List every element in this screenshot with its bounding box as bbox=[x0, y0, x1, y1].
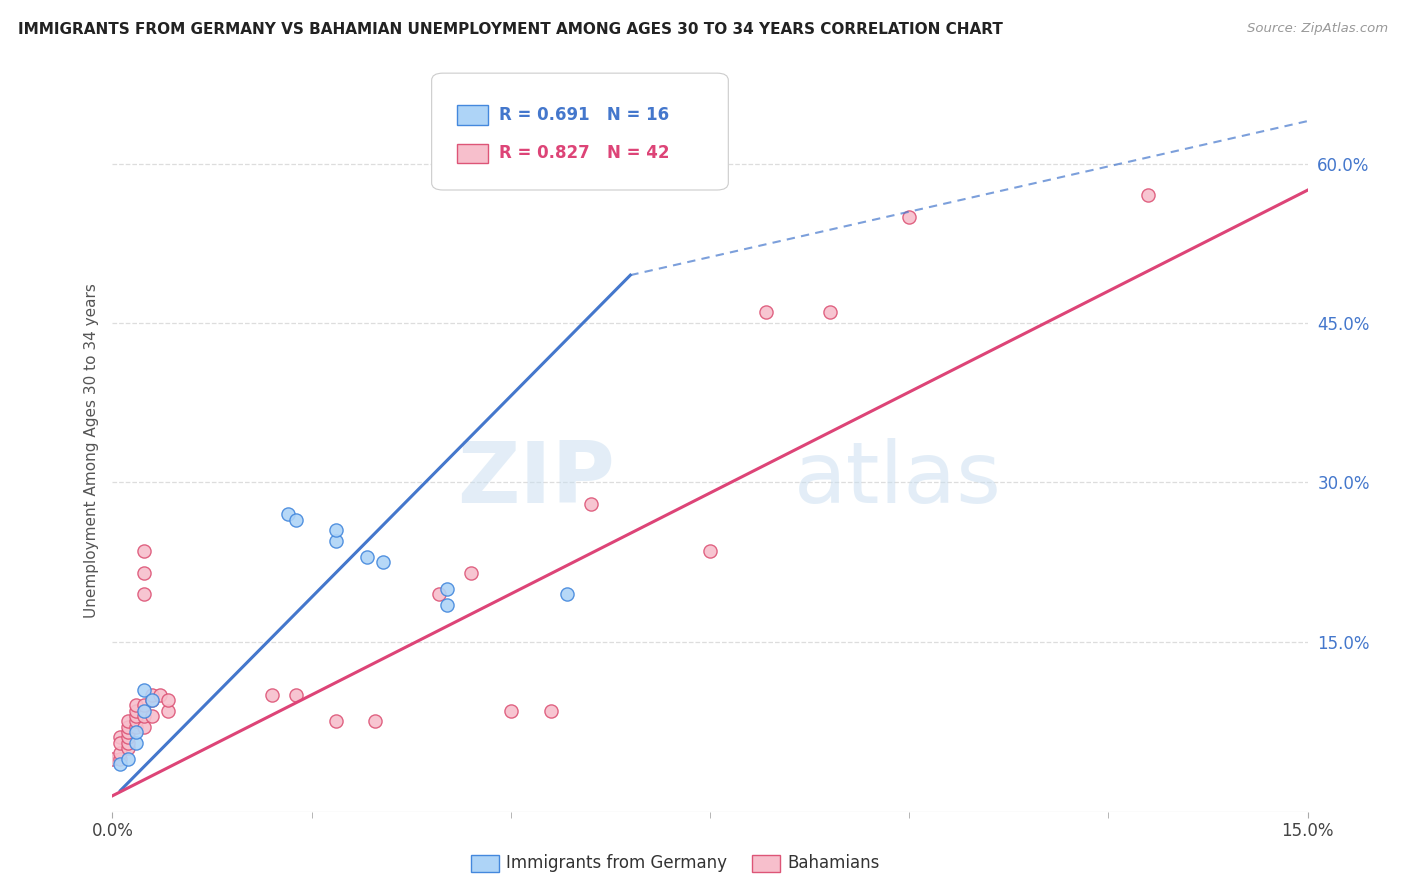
Point bbox=[149, 688, 172, 702]
Point bbox=[818, 305, 841, 319]
Point bbox=[436, 598, 458, 612]
Text: Source: ZipAtlas.com: Source: ZipAtlas.com bbox=[1247, 22, 1388, 36]
Y-axis label: Unemployment Among Ages 30 to 34 years: Unemployment Among Ages 30 to 34 years bbox=[83, 283, 98, 618]
Point bbox=[260, 688, 283, 702]
Text: R = 0.827   N = 42: R = 0.827 N = 42 bbox=[499, 145, 669, 162]
Point bbox=[125, 720, 148, 734]
Point bbox=[125, 736, 148, 750]
Point bbox=[110, 746, 132, 760]
Text: atlas: atlas bbox=[793, 438, 1001, 521]
Point bbox=[1137, 188, 1160, 202]
Point bbox=[117, 720, 139, 734]
Point bbox=[277, 507, 299, 521]
Point bbox=[110, 731, 132, 745]
Point bbox=[134, 698, 156, 713]
Point bbox=[117, 751, 139, 765]
Text: Immigrants from Germany: Immigrants from Germany bbox=[506, 855, 727, 872]
Point bbox=[325, 523, 347, 537]
Point bbox=[134, 720, 156, 734]
Text: ZIP: ZIP bbox=[457, 438, 614, 521]
Point bbox=[134, 709, 156, 723]
Point bbox=[125, 709, 148, 723]
Point bbox=[755, 305, 778, 319]
Point bbox=[141, 709, 163, 723]
Point bbox=[141, 693, 163, 707]
Point bbox=[117, 741, 139, 756]
Point bbox=[325, 714, 347, 729]
Point bbox=[364, 714, 387, 729]
Point bbox=[499, 704, 522, 718]
Point bbox=[134, 682, 156, 697]
Point bbox=[898, 210, 921, 224]
Point bbox=[141, 688, 163, 702]
Text: IMMIGRANTS FROM GERMANY VS BAHAMIAN UNEMPLOYMENT AMONG AGES 30 TO 34 YEARS CORRE: IMMIGRANTS FROM GERMANY VS BAHAMIAN UNEM… bbox=[18, 22, 1002, 37]
Point bbox=[356, 549, 378, 564]
Point bbox=[284, 688, 307, 702]
Point bbox=[579, 497, 602, 511]
Point bbox=[125, 704, 148, 718]
Point bbox=[125, 698, 148, 713]
Point bbox=[436, 582, 458, 596]
Point bbox=[141, 693, 163, 707]
Point bbox=[373, 555, 395, 569]
Point bbox=[134, 587, 156, 601]
Point bbox=[101, 751, 124, 765]
Point bbox=[460, 566, 482, 580]
Point bbox=[110, 736, 132, 750]
Point bbox=[117, 725, 139, 739]
Point bbox=[699, 544, 721, 558]
Point bbox=[427, 587, 450, 601]
Point bbox=[284, 512, 307, 526]
Point bbox=[110, 751, 132, 765]
Point bbox=[117, 714, 139, 729]
Point bbox=[134, 566, 156, 580]
Point bbox=[117, 736, 139, 750]
Point bbox=[125, 714, 148, 729]
Text: R = 0.691   N = 16: R = 0.691 N = 16 bbox=[499, 106, 669, 124]
Point bbox=[157, 704, 180, 718]
Point bbox=[117, 731, 139, 745]
Point bbox=[125, 725, 148, 739]
Point bbox=[134, 544, 156, 558]
Point bbox=[110, 756, 132, 771]
Point bbox=[134, 704, 156, 718]
Point bbox=[555, 587, 578, 601]
Point bbox=[325, 533, 347, 548]
Text: Bahamians: Bahamians bbox=[787, 855, 880, 872]
Point bbox=[540, 704, 562, 718]
Point bbox=[157, 693, 180, 707]
